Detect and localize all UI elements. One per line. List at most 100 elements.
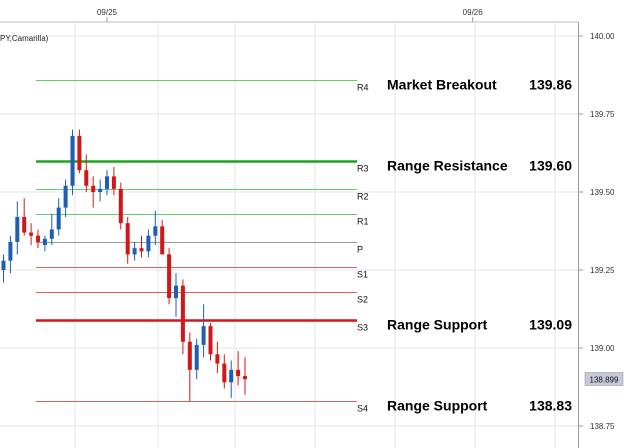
candle-body [8, 241, 13, 261]
candle [146, 229, 151, 258]
candle-body [15, 216, 20, 242]
candle [56, 198, 61, 236]
level-value-s4: 138.83 [529, 398, 572, 414]
candle [208, 323, 213, 361]
candle [153, 210, 158, 246]
level-label-r4: R4 [357, 83, 369, 93]
candle-body [56, 207, 61, 230]
candle-body [29, 232, 34, 236]
candle [180, 279, 185, 355]
candle-body [139, 248, 144, 252]
candle [15, 201, 20, 255]
candle [77, 129, 82, 174]
price-tick-label: 139.75 [590, 110, 615, 119]
candle [70, 129, 75, 196]
candle-body [222, 363, 227, 383]
candle [229, 360, 234, 398]
candle-body [208, 326, 213, 355]
candle-body [160, 226, 165, 255]
time-axis-band [0, 0, 578, 22]
level-label-r3: R3 [357, 164, 369, 174]
date-tick-label: 09/26 [463, 8, 484, 17]
level-annotation-r3: Range Resistance [387, 158, 508, 174]
annotations: Market Breakout 139.86 Range Resistance 139… [387, 77, 572, 414]
level-value-r4: 139.86 [529, 77, 572, 93]
candle-body [236, 369, 241, 377]
candle-body [111, 176, 116, 189]
candle [42, 235, 47, 252]
candle-body [243, 376, 247, 380]
candle [36, 229, 40, 249]
candle [98, 179, 103, 202]
candle-body [229, 369, 234, 383]
candle-body [70, 135, 75, 186]
indicator-label: PY,Camarilla) [0, 34, 49, 43]
level-annotation-r4: Market Breakout [387, 77, 497, 93]
candle-body [146, 235, 151, 252]
candle [236, 351, 241, 386]
candle-body [36, 235, 40, 242]
candle [194, 338, 199, 380]
candle-body [174, 285, 178, 299]
candle [1, 254, 6, 283]
candle-body [22, 216, 27, 233]
candle [174, 273, 178, 317]
price-tick-label: 139.25 [590, 266, 615, 275]
candle-body [98, 188, 103, 192]
candle-body [49, 229, 54, 239]
level-label-s2: S2 [357, 295, 368, 305]
candle [63, 179, 68, 217]
candle-body [63, 185, 68, 208]
level-label-s4: S4 [357, 404, 368, 414]
candle [215, 341, 220, 373]
candle [222, 354, 227, 389]
candle-body [201, 326, 206, 345]
price-axis: 09/25 09/26 140.00 139.75 139.50 139.25 139.00… [97, 0, 624, 448]
current-price-label: 138.899 [590, 376, 619, 385]
candle [139, 235, 144, 258]
candle-body [42, 238, 47, 246]
candle [167, 248, 172, 305]
candle-body [91, 185, 96, 192]
candle-body [180, 285, 185, 342]
current-price-badge [584, 372, 624, 386]
level-annotation-s3: Range Support [387, 317, 488, 333]
date-tick-label: 09/25 [97, 8, 118, 17]
level-label-r1: R1 [357, 217, 369, 227]
candle [132, 241, 137, 261]
candle [29, 223, 34, 246]
candles [1, 129, 247, 402]
candle-body [215, 354, 220, 364]
candle-body [167, 254, 172, 299]
candle-body [1, 260, 6, 270]
candle-body [132, 248, 137, 255]
candle-body [125, 223, 130, 255]
candle [201, 304, 206, 358]
candle [22, 198, 27, 236]
grid-layer [0, 0, 578, 448]
candle [105, 170, 109, 196]
pivot-levels: R4 R3 R2 R1 P S1 S2 S3 S4 [36, 80, 369, 414]
candle-body [118, 188, 123, 224]
candle [91, 176, 96, 208]
price-tick-label: 140.00 [590, 32, 615, 41]
candle-body [77, 135, 82, 171]
level-annotation-s4: Range Support [387, 398, 488, 414]
candle [243, 357, 247, 395]
candle-body [194, 344, 199, 370]
level-value-r3: 139.60 [529, 158, 572, 174]
candle-body [84, 170, 89, 186]
price-tick-label: 138.75 [590, 422, 615, 431]
level-label-s3: S3 [357, 323, 368, 333]
candle [8, 235, 13, 274]
price-tick-label: 139.50 [590, 188, 615, 197]
level-label-s1: S1 [357, 270, 368, 280]
level-label-p: P [357, 245, 363, 255]
candle [111, 167, 116, 196]
level-value-s3: 139.09 [529, 317, 572, 333]
candle-body [153, 226, 158, 236]
candle [118, 182, 123, 230]
candle [84, 154, 89, 192]
